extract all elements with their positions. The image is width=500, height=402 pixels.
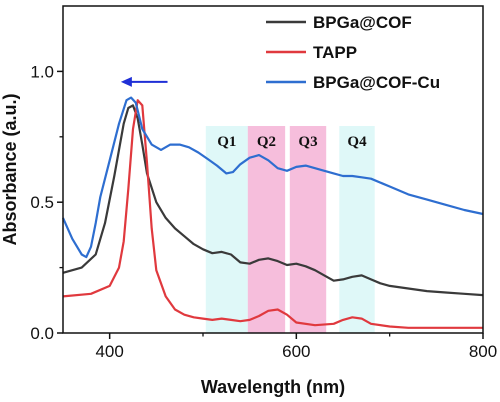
x-axis-title: Wavelength (nm) xyxy=(201,377,345,397)
x-tick-label: 800 xyxy=(469,342,497,361)
x-tick-label: 600 xyxy=(282,342,310,361)
y-tick-label: 1.0 xyxy=(30,62,54,81)
legend-label: BPGa@COF-Cu xyxy=(313,73,440,92)
y-tick-label: 0.0 xyxy=(30,324,54,343)
shift-arrow-head xyxy=(120,76,132,87)
axes-ticks: 400 600 800 0.0 0.5 1.0 xyxy=(30,62,497,361)
band-label-q4: Q4 xyxy=(347,134,367,150)
legend-label: BPGa@COF xyxy=(313,13,412,32)
y-axis-title: Absorbance (a.u.) xyxy=(0,93,20,245)
wavelength-bands: Q1 Q2 Q3 Q4 xyxy=(205,126,375,333)
band-label-q3: Q3 xyxy=(298,134,317,150)
legend: BPGa@COF TAPP BPGa@COF-Cu xyxy=(266,13,440,92)
spectrum-lines xyxy=(61,96,484,329)
series-line-bpga-cof-cu xyxy=(61,96,484,259)
annotation-layer xyxy=(120,76,168,87)
x-tick-label: 400 xyxy=(95,342,123,361)
band-q1 xyxy=(205,126,248,333)
y-tick-label: 0.5 xyxy=(30,193,54,212)
legend-label: TAPP xyxy=(313,43,357,62)
band-label-q2: Q2 xyxy=(257,134,276,150)
band-q4 xyxy=(339,126,375,333)
series-line-bpga-cof xyxy=(62,104,484,297)
plot-frame xyxy=(62,5,484,334)
series-line-tapp xyxy=(62,99,483,329)
band-q3 xyxy=(289,126,327,333)
band-label-q1: Q1 xyxy=(217,134,236,150)
